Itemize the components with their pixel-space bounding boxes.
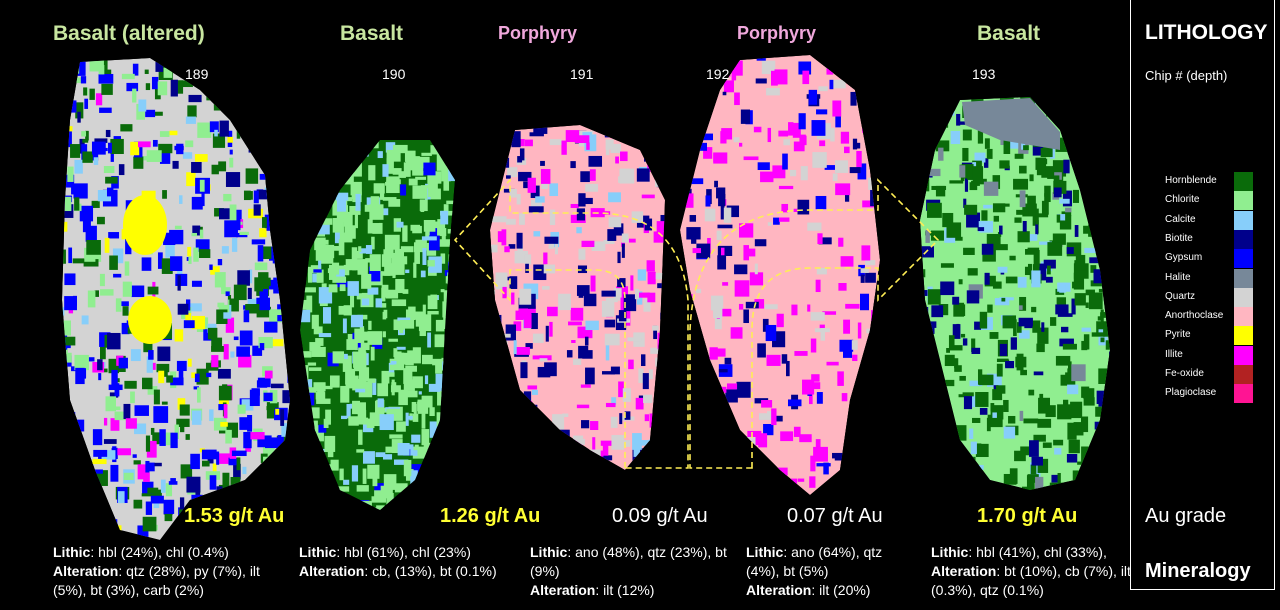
legend-list: Hornblende Chlorite Calcite Biotite Gypsum Ha… bbox=[1131, 172, 1276, 404]
chip-192 bbox=[680, 55, 880, 495]
legend-label: Illite bbox=[1165, 348, 1183, 360]
lithic-label: Lithic bbox=[530, 544, 568, 560]
alteration-text: : qtz (28%), py (7%), ilt (5%), bt (3%),… bbox=[53, 563, 260, 598]
mineralogy-192: Lithic: ano (64%), qtz (4%), bt (5%) Alt… bbox=[746, 543, 906, 600]
lithic-text: : hbl (41%), chl (33%), bbox=[968, 544, 1107, 560]
legend-swatch bbox=[1234, 191, 1253, 211]
legend-label: Quartz bbox=[1165, 290, 1196, 302]
alteration-text: : ilt (20%) bbox=[811, 582, 871, 598]
legend-item-gypsum: Gypsum bbox=[1131, 249, 1280, 269]
grade-190: 1.26 g/t Au bbox=[440, 505, 541, 527]
legend-subtitle: Chip # (depth) bbox=[1145, 68, 1228, 83]
legend-title: LITHOLOGY bbox=[1145, 21, 1268, 44]
dashed-arrow bbox=[689, 178, 940, 469]
legend-item-pyrite: Pyrite bbox=[1131, 326, 1280, 346]
legend-swatch bbox=[1234, 345, 1253, 365]
lithic-text: : hbl (24%), chl (0.4%) bbox=[90, 544, 229, 560]
legend-swatch bbox=[1234, 287, 1253, 307]
rock-label-193: Basalt bbox=[977, 22, 1041, 45]
chip-number-191: 191 bbox=[570, 66, 594, 82]
legend-swatch bbox=[1234, 326, 1253, 346]
chip-190 bbox=[300, 140, 455, 510]
legend-swatch bbox=[1234, 384, 1253, 404]
legend-item-illite: Illite bbox=[1131, 345, 1280, 365]
rock-label-189: Basalt (altered) bbox=[53, 22, 205, 45]
legend-panel: LITHOLOGY Chip # (depth) Hornblende Chlor… bbox=[1130, 0, 1275, 590]
legend-swatch bbox=[1234, 172, 1253, 191]
alteration-text: : ilt (12%) bbox=[595, 582, 655, 598]
legend-item-anorthoclase: Anorthoclase bbox=[1131, 307, 1280, 327]
lithic-label: Lithic bbox=[299, 544, 337, 560]
legend-swatch bbox=[1234, 249, 1253, 269]
lithic-text: : hbl (61%), chl (23%) bbox=[336, 544, 471, 560]
legend-label: Biotite bbox=[1165, 232, 1193, 244]
alteration-label: Alteration bbox=[931, 563, 997, 579]
legend-label: Calcite bbox=[1165, 213, 1196, 225]
chip-maps bbox=[62, 55, 1110, 540]
legend-label: Hornblende bbox=[1165, 175, 1217, 186]
legend-label: Fe-oxide bbox=[1165, 368, 1204, 379]
rock-label-191: Porphyry bbox=[498, 23, 578, 43]
chip-193 bbox=[920, 97, 1110, 490]
legend-item-hornblende: Hornblende bbox=[1131, 172, 1280, 191]
halite-patch bbox=[962, 98, 1060, 150]
alteration-text: : cb, (13%), bt (0.1%) bbox=[364, 563, 497, 579]
chip-number-189: 189 bbox=[185, 66, 209, 82]
legend-item-quartz: Quartz bbox=[1131, 287, 1280, 307]
legend-label: Plagioclase bbox=[1165, 387, 1217, 399]
chip-191 bbox=[490, 125, 665, 470]
legend-item-halite: Halite bbox=[1131, 268, 1280, 288]
legend-label: Halite bbox=[1165, 271, 1191, 283]
legend-item-plagioclase: Plagioclase bbox=[1131, 384, 1280, 404]
legend-label: Anorthoclase bbox=[1165, 310, 1224, 322]
rock-label-190: Basalt bbox=[340, 22, 404, 45]
mineralogy-190: Lithic: hbl (61%), chl (23%) Alteration:… bbox=[299, 543, 529, 581]
pyrite-patch bbox=[123, 195, 167, 255]
grade-193: 1.70 g/t Au bbox=[977, 505, 1078, 527]
legend-swatch bbox=[1234, 268, 1253, 288]
dashed-arrow bbox=[453, 177, 689, 469]
lithic-label: Lithic bbox=[53, 544, 91, 560]
mineralogy-label: Mineralogy bbox=[1145, 560, 1251, 582]
alteration-text: : bt (10%), cb (7%), ilt (0.3%), qtz (0.… bbox=[931, 563, 1131, 598]
mineralogy-189: Lithic: hbl (24%), chl (0.4%) Alteration… bbox=[53, 543, 283, 600]
alteration-label: Alteration bbox=[53, 563, 119, 579]
grade-189: 1.53 g/t Au bbox=[184, 505, 285, 527]
chip-189 bbox=[62, 58, 290, 540]
legend-swatch bbox=[1234, 229, 1253, 249]
legend-label: Pyrite bbox=[1165, 329, 1191, 341]
mineralogy-193: Lithic: hbl (41%), chl (33%), Alteration… bbox=[931, 543, 1131, 600]
grade-192: 0.07 g/t Au bbox=[787, 505, 883, 527]
rock-label-192: Porphyry bbox=[737, 23, 817, 43]
lithic-text: : ano (64%), qtz (4%), bt (5%) bbox=[746, 544, 883, 579]
alteration-label: Alteration bbox=[746, 582, 812, 598]
chip-number-192: 192 bbox=[706, 66, 730, 82]
lithic-label: Lithic bbox=[746, 544, 784, 560]
legend-label: Chlorite bbox=[1165, 194, 1200, 206]
legend-swatch bbox=[1234, 365, 1253, 384]
lithic-text: : ano (48%), qtz (23%), bt (9%) bbox=[530, 544, 727, 579]
chip-number-190: 190 bbox=[382, 66, 406, 82]
chip-number-193: 193 bbox=[972, 66, 996, 82]
alteration-label: Alteration bbox=[530, 582, 596, 598]
legend-item-chlorite: Chlorite bbox=[1131, 191, 1280, 211]
mineralogy-191: Lithic: ano (48%), qtz (23%), bt (9%) Al… bbox=[530, 543, 735, 600]
legend-item-biotite: Biotite bbox=[1131, 229, 1280, 249]
legend-swatch bbox=[1234, 210, 1253, 230]
legend-swatch bbox=[1234, 307, 1253, 327]
au-grade-label: Au grade bbox=[1145, 505, 1227, 527]
legend-item-calcite: Calcite bbox=[1131, 210, 1280, 230]
pyrite-patch bbox=[128, 296, 172, 344]
legend-label: Gypsum bbox=[1165, 252, 1203, 264]
grade-191: 0.09 g/t Au bbox=[612, 505, 708, 527]
legend-item-fe-oxide: Fe-oxide bbox=[1131, 365, 1280, 384]
lithic-label: Lithic bbox=[931, 544, 969, 560]
alteration-label: Alteration bbox=[299, 563, 365, 579]
